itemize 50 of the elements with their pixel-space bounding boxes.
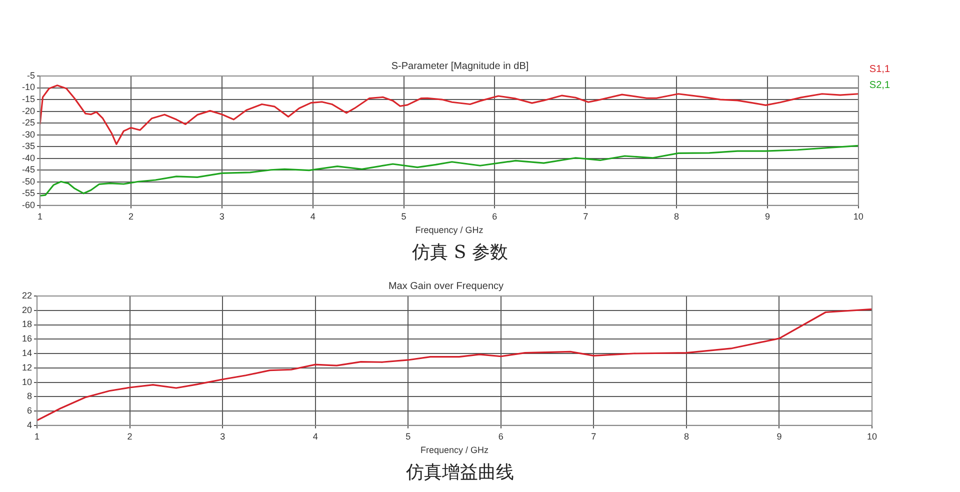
y-tick-label: -20	[22, 106, 36, 116]
y-tick-label: 4	[26, 420, 32, 430]
text: 仿真 S 参数	[411, 241, 509, 264]
y-tick-label: 10	[22, 376, 32, 387]
y-tick-label: -15	[22, 94, 36, 104]
text: 仿真增益曲线	[405, 461, 515, 484]
y-tick-label: -10	[22, 82, 36, 92]
x-tick-label: 2	[128, 211, 134, 222]
x-tick-label: 1	[34, 431, 40, 442]
y-tick-label: -35	[22, 141, 36, 152]
x-tick-label: 9	[776, 431, 782, 442]
y-tick-label: 8	[26, 391, 32, 402]
y-tick-label: -25	[22, 118, 36, 128]
x-tick-label: 4	[312, 431, 318, 442]
y-tick-label: -5	[26, 70, 36, 80]
y-tick-label: -40	[22, 152, 36, 163]
y-tick-label: 6	[26, 406, 32, 416]
x-tick-label: 1	[38, 211, 43, 222]
y-tick-label: -50	[22, 176, 36, 186]
x-tick-label: 3	[220, 431, 226, 442]
x-tick-label: 5	[406, 431, 411, 442]
x-axis-title: Frequency / GHz	[420, 445, 490, 456]
x-tick-label: 3	[219, 211, 224, 222]
x-tick-label: 10	[866, 431, 878, 442]
x-tick-label: 6	[492, 211, 498, 222]
x-tick-label: 9	[764, 211, 770, 222]
text: S1,1	[869, 64, 890, 75]
y-tick-label: 16	[22, 334, 32, 344]
x-tick-label: 10	[853, 211, 864, 222]
x-tick-label: 8	[674, 211, 680, 222]
y-tick-label: -30	[22, 129, 36, 140]
y-tick-label: -55	[22, 188, 36, 198]
y-tick-label: 14	[22, 348, 32, 358]
y-tick-label: -60	[22, 200, 36, 210]
y-tick-label: 22	[22, 290, 32, 300]
text: S2,1	[869, 80, 890, 91]
x-tick-label: 8	[684, 431, 689, 442]
y-tick-label: 18	[22, 319, 32, 330]
chart-title: S-Parameter [Magnitude in dB]	[391, 60, 529, 72]
x-tick-label: 6	[498, 431, 504, 442]
chart-title: Max Gain over Frequency	[388, 280, 504, 292]
y-tick-label: -45	[22, 164, 36, 175]
x-tick-label: 4	[310, 211, 316, 222]
y-tick-label: 12	[22, 362, 32, 372]
y-tick-label: 20	[22, 304, 32, 315]
x-axis-title: Frequency / GHz	[415, 225, 484, 236]
x-tick-label: 7	[591, 431, 596, 442]
x-tick-label: 7	[583, 211, 588, 222]
x-tick-label: 2	[127, 431, 132, 442]
x-tick-label: 5	[401, 211, 406, 222]
